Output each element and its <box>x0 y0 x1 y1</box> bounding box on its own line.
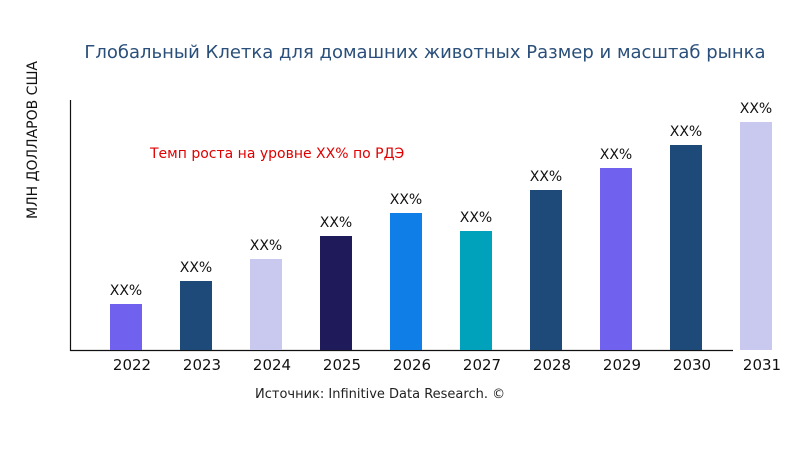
bar-2027 <box>460 231 492 350</box>
x-tick-label-2026: 2026 <box>393 356 431 374</box>
x-tick-label-2023: 2023 <box>183 356 221 374</box>
data-label-2028: XX% <box>530 169 562 185</box>
bar-2031 <box>740 122 772 350</box>
x-tick-label-2031: 2031 <box>743 356 781 374</box>
source-note: Источник: Infinitive Data Research. © <box>255 387 506 402</box>
x-tick-label-2022: 2022 <box>113 356 151 374</box>
x-tick-label-2025: 2025 <box>323 356 361 374</box>
data-label-2027: XX% <box>460 210 492 226</box>
bar-2029 <box>600 168 632 350</box>
data-label-2025: XX% <box>320 215 352 231</box>
x-tick-label-2029: 2029 <box>603 356 641 374</box>
data-label-2026: XX% <box>390 192 422 208</box>
x-tick-label-2027: 2027 <box>463 356 501 374</box>
bar-2028 <box>530 190 562 350</box>
bar-2030 <box>670 145 702 350</box>
data-label-2024: XX% <box>250 238 282 254</box>
x-tick-label-2024: 2024 <box>253 356 291 374</box>
x-tick-label-2030: 2030 <box>673 356 711 374</box>
growth-annotation: Темп роста на уровне XX% по РДЭ <box>150 146 405 162</box>
data-label-2029: XX% <box>600 147 632 163</box>
data-label-2031: XX% <box>740 101 772 117</box>
bar-2025 <box>320 236 352 350</box>
data-label-2030: XX% <box>670 124 702 140</box>
chart-title: Глобальный Клетка для домашних животных … <box>84 42 766 63</box>
x-tick-label-2028: 2028 <box>533 356 571 374</box>
data-label-2023: XX% <box>180 260 212 276</box>
bar-2023 <box>180 281 212 350</box>
bar-2026 <box>390 213 422 350</box>
data-label-2022: XX% <box>110 283 142 299</box>
bar-2024 <box>250 259 282 350</box>
bar-2022 <box>110 304 142 350</box>
